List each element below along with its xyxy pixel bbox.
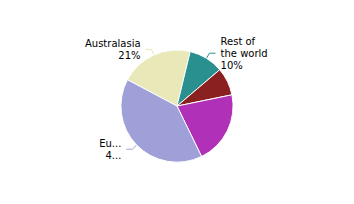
- svg-text:Rest of: Rest of: [221, 36, 256, 47]
- svg-text:Australasia: Australasia: [85, 38, 141, 49]
- svg-text:the world: the world: [221, 48, 268, 59]
- svg-text:10%: 10%: [221, 60, 243, 71]
- svg-text:Eu...: Eu...: [99, 138, 121, 149]
- svg-text:4...: 4...: [105, 150, 121, 161]
- svg-text:21%: 21%: [118, 50, 140, 61]
